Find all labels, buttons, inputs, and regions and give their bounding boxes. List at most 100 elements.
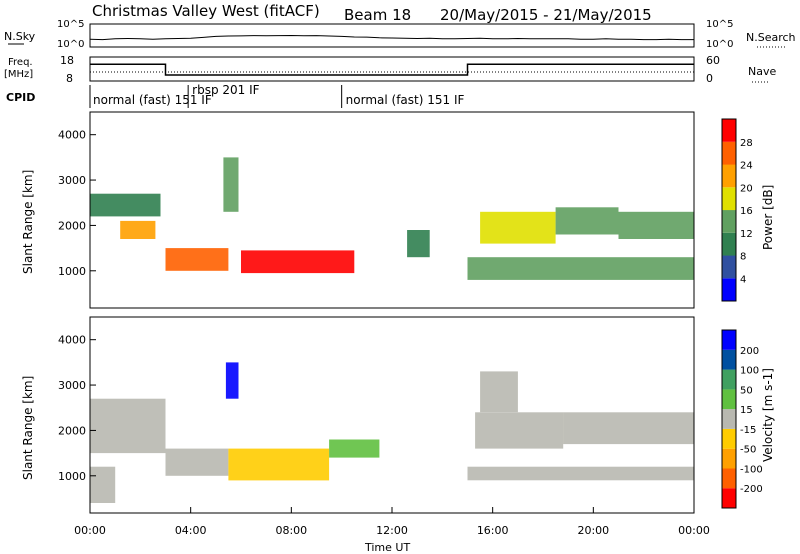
velocity-colorbar-swatch-9 [722,330,736,350]
power-ytick-2: 2000 [58,219,86,232]
power-yticks: 1000 2000 3000 4000 [58,129,96,278]
cpid-segment-3: normal (fast) 151 IF [346,93,465,107]
x-tick-1: 00:00 [74,524,106,537]
cpid-panel: CPID normal (fast) 151 IF rbsp 201 IF no… [6,83,464,108]
nsky-ytick-low: 10^0 [57,39,84,50]
freq-series [90,63,694,76]
power-colorbar-label: Power [dB] [761,185,775,250]
velocity-region-2 [90,466,116,503]
velocity-colorbar-tick-1: 200 [740,346,759,357]
velocity-colorbar-swatch-1 [722,488,736,508]
velocity-colorbar-label: Velocity [m s-1] [761,368,775,462]
x-axis-title: Time UT [364,541,410,554]
velocity-cells [90,362,694,503]
nsearch-label: N.Search [746,31,796,44]
velocity-region-10 [480,371,518,413]
power-ytick-3: 3000 [58,174,86,187]
velocity-ylabel: Slant Range [km] [21,376,35,480]
power-colorbar-tick-3: 20 [740,183,753,194]
nsearch-ytick-low: 10^0 [706,39,733,50]
nsky-series [89,34,694,41]
velocity-colorbar-tick-4: 15 [740,405,753,416]
power-colorbar-tick-4: 16 [740,206,753,217]
power-colorbar-swatch-4 [722,210,736,233]
power-colorbar-swatch-2 [722,255,736,279]
nave-ytick-high: 60 [706,54,720,67]
power-ylabel: Slant Range [km] [21,170,35,274]
freq-ytick-high: 18 [60,54,74,67]
velocity-colorbar-tick-5: -15 [740,425,756,436]
velocity-region-5 [329,439,380,458]
nsky-label: N.Sky [4,30,36,43]
velocity-colorbar-tick-3: 50 [740,385,753,396]
velocity-yticks: 1000 2000 3000 4000 [58,334,96,483]
power-colorbar-swatch-6 [722,164,736,188]
power-colorbar-tick-6: 8 [740,252,746,263]
beam-label: Beam 18 [344,6,411,24]
velocity-colorbar-swatch-2 [722,468,736,489]
velocity-ytick-1: 1000 [58,470,86,483]
power-cells [90,157,694,280]
power-ytick-4: 4000 [58,129,86,142]
power-region-10 [618,211,694,239]
power-colorbar-swatch-7 [722,141,736,165]
power-region-7 [480,211,556,244]
power-region-8 [467,257,694,280]
freq-label-line2: [MHz] [4,69,33,80]
cpid-segment-1: normal (fast) 151 IF [93,93,212,107]
velocity-colorbar-tick-2: 100 [740,366,759,377]
velocity-colorbar-tick-8: -200 [740,484,763,495]
velocity-region-3 [165,448,229,476]
power-frame [89,111,695,309]
power-colorbar-swatch-3 [722,232,736,256]
power-ytick-1: 1000 [58,265,86,278]
nsky-panel: N.Sky 10^5 10^0 10^5 10^0 N.Search [4,19,796,50]
freq-frame [89,56,695,82]
power-panel: 1000 2000 3000 4000 Slant Range [km] 28 24 20… [21,111,775,309]
x-tick-2: 04:00 [175,524,207,537]
power-region-5 [223,157,239,212]
power-region-2 [120,220,156,239]
freq-label-line1: Freq. [8,57,33,68]
velocity-colorbar-tick-6: -50 [740,445,756,456]
velocity-region-4 [228,448,330,481]
nave-label: Nave [748,65,776,78]
power-colorbar-swatch-5 [722,187,736,211]
velocity-colorbar-swatch-3 [722,448,736,469]
velocity-colorbar-tick-7: -100 [740,464,763,475]
velocity-ytick-3: 3000 [58,379,86,392]
velocity-region-6 [225,362,239,399]
date-range: 20/May/2015 - 21/May/2015 [440,6,652,24]
velocity-region-1 [90,398,166,454]
x-tick-3: 08:00 [275,524,307,537]
velocity-colorbar-swatch-8 [722,349,736,370]
power-region-6 [407,230,430,258]
power-colorbar-frame [721,118,737,302]
velocity-region-7 [475,412,564,449]
velocity-colorbar-swatch-6 [722,389,736,410]
nsky-ytick-high: 10^5 [57,19,84,30]
velocity-ytick-4: 4000 [58,334,86,347]
nsearch-ytick-high: 10^5 [706,19,733,30]
power-colorbar-tick-2: 24 [740,161,753,172]
freq-panel: Freq. [MHz] 18 8 60 0 Nave [4,54,776,85]
power-colorbar-tick-5: 12 [740,229,753,240]
cpid-label: CPID [6,91,35,104]
velocity-colorbar-frame [721,329,737,509]
power-colorbar-swatch-8 [722,119,736,142]
velocity-region-8 [467,466,694,481]
station-title: Christmas Valley West (fitACF) [92,2,320,20]
x-tick-7: 00:00 [678,524,710,537]
freq-ytick-low: 8 [66,72,73,85]
x-axis: 00:00 04:00 08:00 12:00 16:00 20:00 00:00 [74,507,710,537]
power-colorbar-tick-7: 4 [740,274,746,285]
velocity-colorbar: 200 100 50 15 -15 -50 -100 -200 [721,329,763,509]
power-region-4 [241,250,355,274]
velocity-colorbar-swatch-7 [722,369,736,390]
power-region-1 [90,193,161,217]
power-colorbar-swatch-1 [722,278,736,302]
power-colorbar-tick-1: 28 [740,138,753,149]
velocity-colorbar-swatch-4 [722,428,736,449]
nave-ytick-low: 0 [706,72,713,85]
